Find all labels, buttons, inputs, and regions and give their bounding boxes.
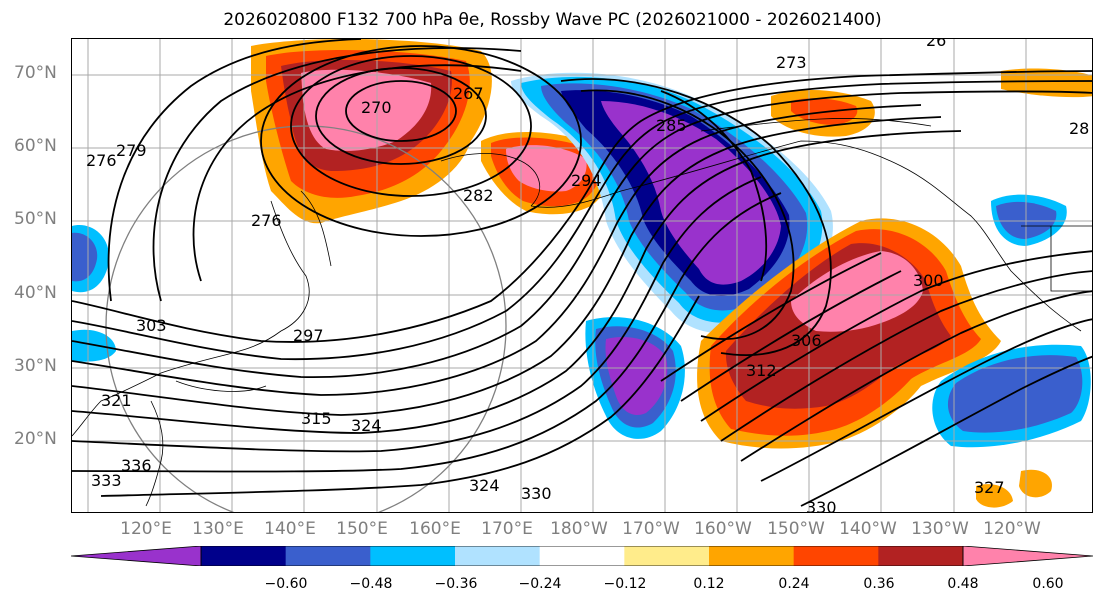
positive-anomaly-region	[1019, 469, 1052, 498]
negative-anomaly-region	[947, 355, 1083, 433]
lat-label-70n: 70°N	[14, 63, 57, 83]
positive-anomaly-region	[976, 484, 1013, 508]
contour-label: 26	[926, 39, 946, 50]
lat-label-30n: 30°N	[14, 356, 57, 376]
colorbar-tick-label: 0.48	[947, 576, 979, 592]
lon-label-150e: 150°E	[336, 519, 388, 539]
colorbar-segment	[624, 546, 710, 566]
colorbar-segment	[455, 546, 541, 566]
colorbar-segment	[285, 546, 371, 566]
colorbar-tick-label: −0.12	[603, 576, 647, 592]
colorbar-tick-label: −0.36	[434, 576, 478, 592]
contour-label: 324	[469, 476, 500, 495]
map-title: 2026020800 F132 700 hPa θe, Rossby Wave …	[223, 10, 882, 30]
theta-e-contours	[72, 39, 1092, 507]
positive-anomaly-region	[1001, 68, 1092, 98]
colorbar-tick-label: −0.24	[518, 576, 562, 592]
colorbar-segment	[878, 546, 964, 566]
contour-label: 333	[91, 471, 122, 490]
colorbar-tick-label: 0.36	[863, 576, 895, 592]
contour-label: 321	[101, 391, 132, 410]
colorbar-segment	[793, 546, 879, 566]
lon-label-170e: 170°E	[481, 519, 533, 539]
lon-label-140w: 140°W	[839, 519, 897, 539]
colorbar-tick-label: −0.48	[349, 576, 393, 592]
colorbar	[71, 546, 1093, 566]
lon-label-160w: 160°W	[694, 519, 752, 539]
colorbar-segment	[963, 546, 1093, 566]
contour-label: 327	[974, 478, 1005, 497]
lon-label-170w: 170°W	[622, 519, 680, 539]
contour-label: 330	[806, 498, 837, 513]
contour-label: 303	[136, 316, 167, 335]
contour-label: 28	[1069, 119, 1089, 138]
colorbar-segment	[71, 546, 201, 566]
lon-label-150w: 150°W	[767, 519, 825, 539]
lon-label-160e: 160°E	[409, 519, 461, 539]
colorbar-segments	[71, 546, 1093, 566]
colorbar-segment	[201, 546, 287, 566]
negative-anomaly-region	[605, 337, 668, 416]
contour-label: 336	[121, 456, 152, 475]
range-circle	[105, 125, 507, 512]
contour-label: 330	[521, 484, 552, 503]
contour-label: 273	[776, 53, 807, 72]
contour-label: 300	[913, 271, 944, 290]
contour-label: 267	[453, 84, 484, 103]
contour-label: 270	[361, 98, 392, 117]
coastlines	[72, 118, 1092, 507]
lat-label-60n: 60°N	[14, 136, 57, 156]
contour-label: 276	[251, 211, 282, 230]
contour-label: 312	[746, 361, 777, 380]
colorbar-outline	[200, 546, 964, 566]
colorbar-segment	[370, 546, 456, 566]
lon-label-120w: 120°W	[983, 519, 1041, 539]
lat-label-20n: 20°N	[14, 429, 57, 449]
colorbar-tick-label: 0.12	[693, 576, 725, 592]
contour-label: 315	[301, 409, 332, 428]
lon-label-120e: 120°E	[120, 519, 172, 539]
colorbar-tick-label: 0.60	[1032, 576, 1064, 592]
colorbar-tick-label: −0.60	[264, 576, 308, 592]
lon-label-130e: 130°E	[192, 519, 244, 539]
map-canvas: 267 270 273 276 276 279 282 285 294 297 …	[72, 39, 1092, 513]
contour-label: 276	[86, 151, 117, 170]
contour-label: 285	[656, 116, 687, 135]
contour-label: 306	[791, 331, 822, 350]
lon-label-130w: 130°W	[911, 519, 969, 539]
contour-label: 324	[351, 416, 382, 435]
contour-label: 294	[571, 171, 602, 190]
contour-label: 279	[116, 141, 147, 160]
lon-label-140e: 140°E	[264, 519, 316, 539]
shaded-anomaly-layer	[72, 39, 1092, 508]
contour-label: 282	[463, 186, 494, 205]
colorbar-tick-label: 0.24	[778, 576, 810, 592]
negative-anomaly-region	[72, 232, 98, 282]
lat-label-40n: 40°N	[14, 283, 57, 303]
colorbar-segment	[709, 546, 795, 566]
contour-label: 297	[293, 326, 324, 345]
contour-labels: 267 270 273 276 276 279 282 285 294 297 …	[86, 39, 1089, 513]
lat-label-50n: 50°N	[14, 209, 57, 229]
colorbar-segment	[539, 546, 625, 566]
positive-anomaly-region	[301, 69, 432, 151]
lon-label-180w: 180°W	[550, 519, 608, 539]
map-panel: 267 270 273 276 276 279 282 285 294 297 …	[71, 38, 1093, 513]
